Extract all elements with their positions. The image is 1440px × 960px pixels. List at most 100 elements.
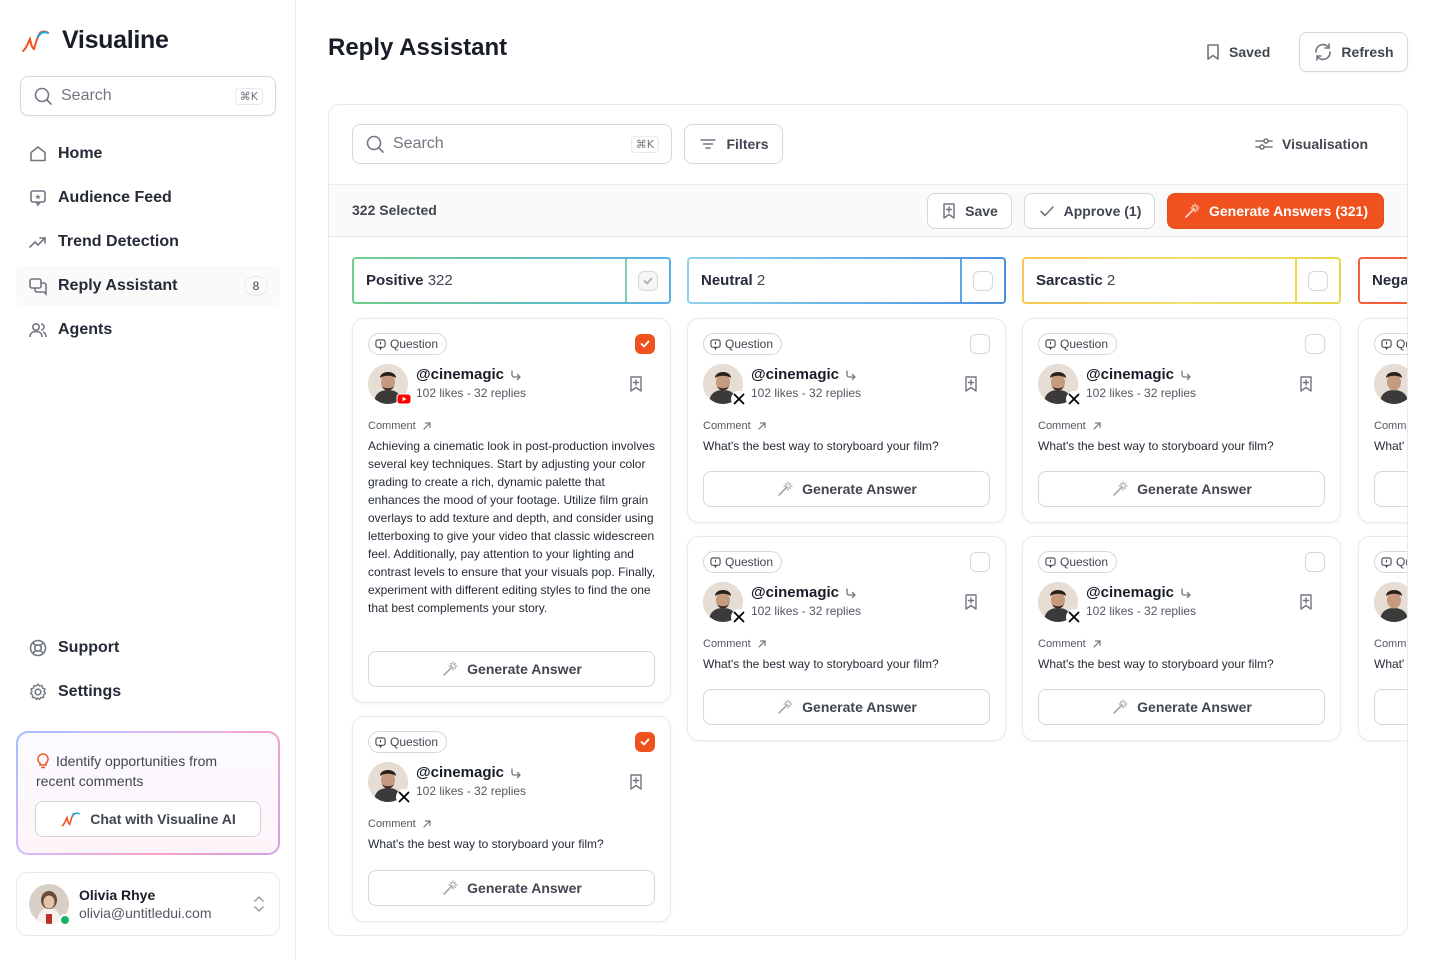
board-search-input[interactable]: Search ⌘K bbox=[352, 124, 672, 164]
tag-label: Question bbox=[725, 337, 774, 351]
comment-card[interactable] bbox=[352, 935, 671, 936]
save-selection-button[interactable]: Save bbox=[927, 193, 1012, 229]
card-select-checkbox[interactable] bbox=[970, 552, 990, 572]
comment-card[interactable]: Qu Comm What' bbox=[1358, 536, 1407, 741]
trend-icon bbox=[28, 232, 48, 252]
card-select-checkbox[interactable] bbox=[635, 732, 655, 752]
nav-settings[interactable]: Settings bbox=[16, 672, 280, 712]
author-handle[interactable]: @cinemagic bbox=[751, 584, 839, 601]
generate-answers-button[interactable]: Generate Answers (321) bbox=[1167, 193, 1384, 229]
author-handle[interactable]: @cinemagic bbox=[1086, 366, 1174, 383]
engagement-stats: 102 likes - 32 replies bbox=[751, 386, 862, 400]
chat-icon bbox=[28, 276, 48, 296]
avatar bbox=[1038, 364, 1082, 407]
generate-answer-button[interactable]: Generate Answer bbox=[368, 870, 655, 906]
selection-bar: 322 Selected Save Approve (1) Generate A… bbox=[329, 185, 1407, 237]
reply-arrow-icon bbox=[1181, 369, 1191, 380]
generate-answer-button[interactable]: Generate Answer bbox=[703, 471, 990, 507]
refresh-button[interactable]: Refresh bbox=[1299, 32, 1408, 72]
author-handle[interactable]: @cinemagic bbox=[1086, 584, 1174, 601]
user-account-menu[interactable]: Olivia Rhye olivia@untitledui.com bbox=[16, 872, 280, 936]
bookmark-add-icon[interactable] bbox=[963, 593, 979, 616]
question-bubble-icon bbox=[375, 338, 386, 350]
bookmark-add-icon[interactable] bbox=[963, 375, 979, 398]
comment-type-label: Comm bbox=[1374, 638, 1407, 650]
column-header: Sarcastic 2 bbox=[1022, 257, 1341, 304]
comment-card[interactable]: Question @cinemagic 102 likes - 32 repli… bbox=[1022, 318, 1341, 523]
filters-button[interactable]: Filters bbox=[684, 124, 783, 164]
generate-answer-button[interactable]: Generate Answer bbox=[1038, 689, 1325, 725]
arrow-up-right-icon[interactable] bbox=[422, 819, 432, 829]
bookmark-add-icon[interactable] bbox=[1298, 593, 1314, 616]
arrow-up-right-icon[interactable] bbox=[757, 421, 767, 431]
check-icon bbox=[1039, 206, 1054, 217]
bookmark-add-icon[interactable] bbox=[628, 375, 644, 398]
comment-card[interactable]: Qu Comm What' bbox=[1358, 318, 1407, 523]
card-select-checkbox[interactable] bbox=[1305, 552, 1325, 572]
card-select-checkbox[interactable] bbox=[635, 334, 655, 354]
generate-answer-button[interactable] bbox=[1374, 471, 1407, 507]
column-count: 322 bbox=[427, 272, 453, 289]
comment-card[interactable]: Question @cinemagic 102 likes - 32 repli… bbox=[352, 716, 671, 922]
comment-text: What' bbox=[1374, 657, 1405, 671]
comment-type-label: Comment bbox=[1038, 638, 1086, 650]
sidebar: Visualine Search ⌘K Home Audience Feed T… bbox=[0, 0, 296, 960]
nav-label: Support bbox=[58, 639, 120, 656]
x-logo-icon bbox=[731, 609, 747, 625]
ai-promo-text: Identify opportunities from recent comme… bbox=[36, 753, 218, 789]
author-handle[interactable]: @cinemagic bbox=[416, 366, 504, 383]
author-handle[interactable]: @cinemagic bbox=[751, 366, 839, 383]
comment-card[interactable]: Question @cinemagic 102 likes - 32 repli… bbox=[687, 536, 1006, 741]
comment-card[interactable]: Question @cinemagic 102 likes - 32 repli… bbox=[1022, 536, 1341, 741]
question-tag: Qu bbox=[1374, 333, 1407, 355]
toggle-settings-icon bbox=[1255, 138, 1273, 150]
generate-answer-button[interactable]: Generate Answer bbox=[703, 689, 990, 725]
bookmark-add-icon[interactable] bbox=[628, 773, 644, 796]
author-handle[interactable]: @cinemagic bbox=[416, 764, 504, 781]
chat-with-ai-button[interactable]: Chat with Visualine AI bbox=[35, 801, 261, 837]
approve-label: Approve (1) bbox=[1063, 203, 1142, 219]
visualine-logo-icon bbox=[61, 812, 81, 827]
column-select-checkbox[interactable] bbox=[638, 270, 658, 291]
bookmark-icon bbox=[1207, 44, 1219, 60]
generate-answer-button[interactable] bbox=[1374, 689, 1407, 725]
nav-agents[interactable]: Agents bbox=[16, 310, 280, 350]
nav-home[interactable]: Home bbox=[16, 134, 280, 174]
magic-wand-icon bbox=[778, 481, 793, 496]
arrow-up-right-icon[interactable] bbox=[422, 421, 432, 431]
arrow-up-right-icon[interactable] bbox=[1092, 421, 1102, 431]
nav-trend-detection[interactable]: Trend Detection bbox=[16, 222, 280, 262]
generate-answer-button[interactable]: Generate Answer bbox=[1038, 471, 1325, 507]
lightbulb-icon bbox=[37, 753, 49, 769]
card-select-checkbox[interactable] bbox=[970, 334, 990, 354]
shortcut-hint: ⌘K bbox=[234, 87, 263, 105]
card-select-checkbox[interactable] bbox=[1305, 334, 1325, 354]
generate-answer-button[interactable]: Generate Answer bbox=[368, 651, 655, 687]
question-tag: Question bbox=[1038, 333, 1118, 355]
brand-logo[interactable]: Visualine bbox=[20, 26, 169, 55]
avatar bbox=[29, 884, 71, 926]
column-select-checkbox[interactable] bbox=[973, 270, 993, 291]
selected-count: 322 Selected bbox=[352, 202, 437, 218]
magic-wand-icon bbox=[1185, 203, 1200, 218]
bookmark-add-icon bbox=[943, 203, 955, 219]
approve-button[interactable]: Approve (1) bbox=[1024, 193, 1155, 229]
column-select-checkbox[interactable] bbox=[1308, 270, 1328, 291]
nav-audience-feed[interactable]: Audience Feed bbox=[16, 178, 280, 218]
bookmark-add-icon[interactable] bbox=[1298, 375, 1314, 398]
comment-card[interactable]: Question @cinemagic 102 likes - 32 repli… bbox=[687, 318, 1006, 523]
saved-button[interactable]: Saved bbox=[1193, 32, 1282, 72]
generate-answer-label: Generate Answer bbox=[1137, 481, 1252, 497]
sidebar-search-input[interactable]: Search ⌘K bbox=[20, 76, 276, 116]
page-title: Reply Assistant bbox=[328, 34, 508, 61]
comment-type-label: Comment bbox=[703, 638, 751, 650]
nav-support[interactable]: Support bbox=[16, 628, 280, 668]
column-header: Neutral 2 bbox=[687, 257, 1006, 304]
nav-reply-assistant[interactable]: Reply Assistant 8 bbox=[16, 266, 280, 306]
comment-card[interactable]: Question @cinemagic 102 likes - 32 repli… bbox=[352, 318, 671, 703]
arrow-up-right-icon[interactable] bbox=[1092, 639, 1102, 649]
arrow-up-right-icon[interactable] bbox=[757, 639, 767, 649]
search-icon bbox=[366, 135, 384, 153]
board-toolbar: Search ⌘K Filters Visualisation bbox=[329, 105, 1407, 185]
visualisation-button[interactable]: Visualisation bbox=[1244, 124, 1378, 164]
